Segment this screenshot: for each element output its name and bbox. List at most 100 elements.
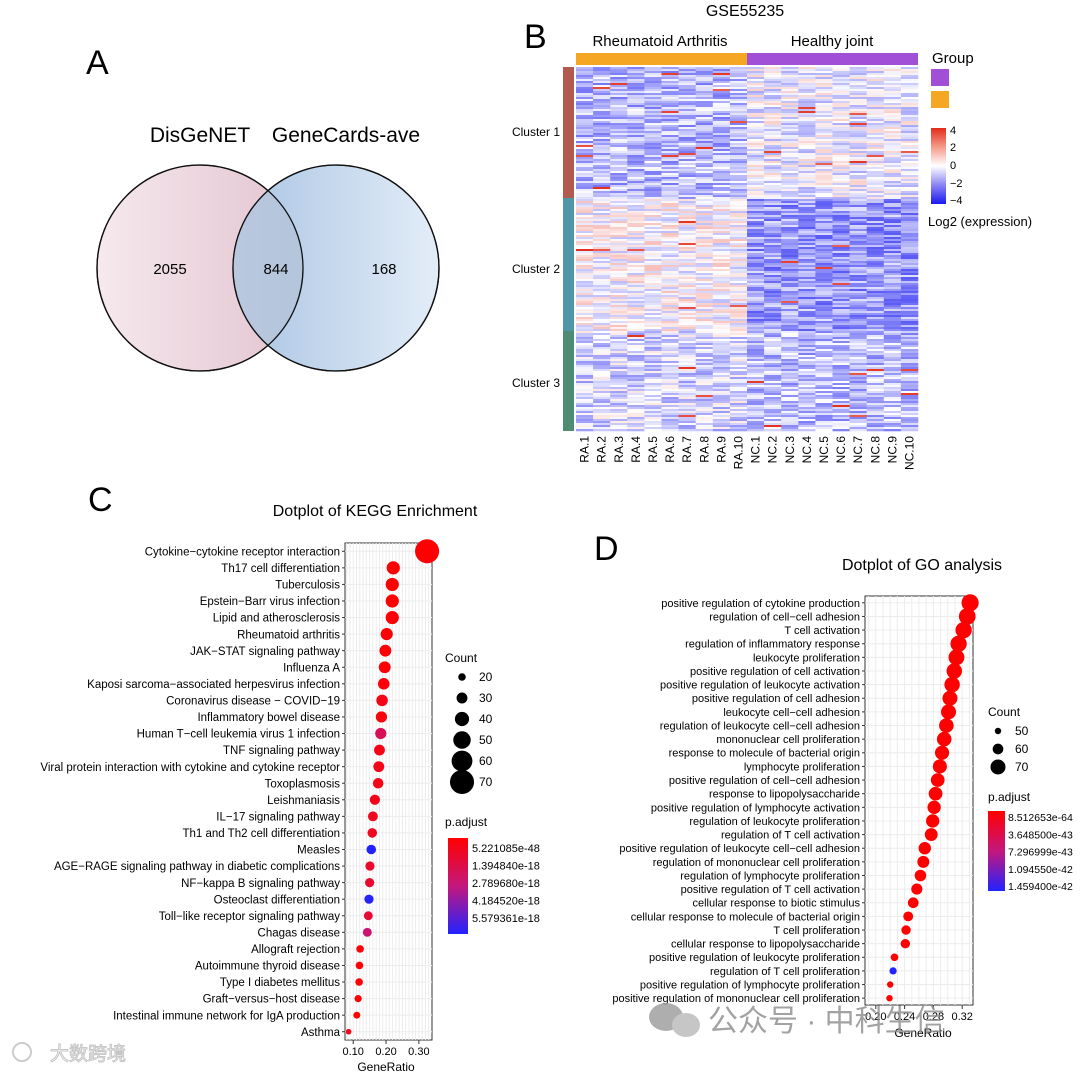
panel-d-letter: D — [594, 530, 619, 568]
dot — [365, 878, 375, 888]
dot — [948, 649, 965, 666]
dot — [914, 869, 927, 882]
term-label: Leishmaniasis — [267, 795, 340, 807]
dot — [930, 773, 945, 787]
watermark-left: 大数跨境 — [12, 1042, 127, 1066]
legend-heat-title: Log2 (expression) — [928, 214, 1032, 229]
watermark-right: 公众号 · 中科生信 — [649, 1003, 945, 1038]
dot — [887, 981, 894, 988]
term-label: Coronavirus disease − COVID−19 — [166, 696, 340, 708]
x-tick-label: 0.24 — [894, 1011, 915, 1023]
term-label: positive regulation of leukocyte prolife… — [649, 952, 860, 964]
heatmap-sample-label: RA.9 — [714, 436, 728, 463]
heatmap-sample-label: RA.5 — [646, 436, 660, 463]
heatmap-sample-label: RA.8 — [697, 436, 711, 463]
dot — [353, 1011, 361, 1019]
dot — [373, 761, 385, 773]
count-legend-label: 70 — [1015, 760, 1029, 774]
heatmap-sample-label: NC.3 — [783, 436, 797, 464]
term-label: regulation of inflammatory response — [685, 639, 860, 651]
term-label: Tuberculosis — [275, 580, 340, 592]
padj-legend-label: 1.394840e-18 — [472, 861, 540, 873]
x-tick-label: 0.28 — [923, 1011, 944, 1023]
heatmap-sample-label: RA.7 — [680, 436, 694, 463]
dot — [415, 539, 440, 564]
cluster-label-2: Cluster 2 — [512, 262, 560, 276]
cluster-bar-1 — [563, 67, 574, 198]
go-title: Dotplot of GO analysis — [842, 557, 1002, 574]
heatmap-sample-label: NC.6 — [834, 436, 848, 464]
go-dotplot: 0.20 0.24 0.28 0.32 positive regulation of c… — [612, 594, 979, 1023]
legend-heat-tick-m4: −4 — [950, 195, 963, 207]
term-label: NF−kappa B signaling pathway — [181, 878, 340, 890]
count-legend-dot — [994, 727, 1002, 735]
dot — [901, 925, 911, 935]
term-label: response to lipopolysaccharide — [709, 789, 860, 801]
term-label: Th1 and Th2 cell differentiation — [183, 828, 341, 840]
count-legend-label: 60 — [1015, 742, 1029, 756]
legend-heat-scale — [931, 128, 946, 204]
dot — [362, 927, 372, 937]
term-label: lymphocyte proliferation — [744, 761, 860, 773]
count-legend-dot — [458, 673, 466, 681]
venn-overlap-count: 844 — [263, 261, 288, 278]
term-label: Toxoplasmosis — [265, 778, 341, 790]
dot — [917, 855, 930, 868]
x-tick-label: 0.20 — [865, 1011, 886, 1023]
venn-left-set-label: DisGeNET — [150, 124, 251, 147]
go-count-legend: 50 60 70 — [990, 724, 1029, 775]
heatmap-sample-label: NC.4 — [800, 436, 814, 464]
dot — [375, 727, 387, 740]
count-legend-dot — [990, 759, 1006, 775]
count-legend-dot — [456, 692, 468, 704]
venn-right-only-count: 168 — [371, 261, 396, 278]
dot — [378, 661, 391, 674]
dot — [936, 731, 952, 747]
dot — [375, 711, 388, 723]
term-label: Lipid and atherosclerosis — [213, 613, 340, 625]
term-label: TNF signaling pathway — [223, 745, 340, 757]
term-label: positive regulation of mononuclear cell … — [612, 993, 860, 1005]
term-label: Asthma — [301, 1027, 341, 1039]
legend-heat-tick-0: 0 — [950, 160, 956, 172]
group-bar-healthy — [747, 53, 918, 65]
term-label: Human T−cell leukemia virus 1 infection — [137, 729, 340, 741]
count-legend-dot — [992, 743, 1004, 755]
dot — [928, 786, 943, 801]
dot — [385, 610, 399, 625]
term-label: T cell proliferation — [773, 925, 860, 937]
count-legend-label: 60 — [479, 754, 493, 768]
dot — [889, 967, 897, 975]
padj-legend-label: 3.648500e-43 — [1008, 829, 1073, 841]
term-label: cellular response to lipopolysaccharide — [671, 939, 860, 951]
term-label: cellular response to biotic stimulus — [692, 898, 860, 910]
legend-heat-tick-4: 4 — [950, 125, 956, 137]
panel-a-letter: A — [86, 44, 109, 82]
term-label: Epstein−Barr virus infection — [200, 596, 340, 608]
count-legend-label: 20 — [479, 670, 493, 684]
term-label: positive regulation of lymphocyte prolif… — [640, 980, 860, 992]
heatmap-title: GSE55235 — [706, 3, 784, 20]
count-legend-label: 50 — [479, 733, 493, 747]
count-legend-label: 40 — [479, 712, 493, 726]
legend-heat-tick-m2: −2 — [950, 178, 963, 190]
dot — [367, 811, 378, 822]
term-label: positive regulation of cell−cell adhesio… — [669, 775, 860, 787]
watermark-right-text: 公众号 · 中科生信 — [708, 1005, 945, 1038]
group-label-ra: Rheumatoid Arthritis — [592, 33, 727, 50]
venn-overlap — [233, 165, 303, 371]
kegg-dotplot: 0.10 0.20 0.30 Cytokine−cytokine receptor i… — [40, 539, 440, 1058]
go-count-legend-title: Count — [988, 705, 1021, 719]
cluster-bar-3 — [563, 331, 574, 431]
count-legend-dot — [451, 750, 473, 772]
dot — [900, 938, 911, 949]
dot — [890, 953, 899, 962]
kegg-padj-legend-title: p.adjust — [445, 815, 488, 829]
watermark-left-text: 大数跨境 — [50, 1043, 126, 1065]
count-legend-label: 70 — [479, 775, 493, 789]
dot — [355, 961, 364, 970]
dot — [363, 911, 373, 921]
go-xlabel: GeneRatio — [894, 1026, 952, 1040]
legend-group-title: Group — [932, 50, 974, 67]
